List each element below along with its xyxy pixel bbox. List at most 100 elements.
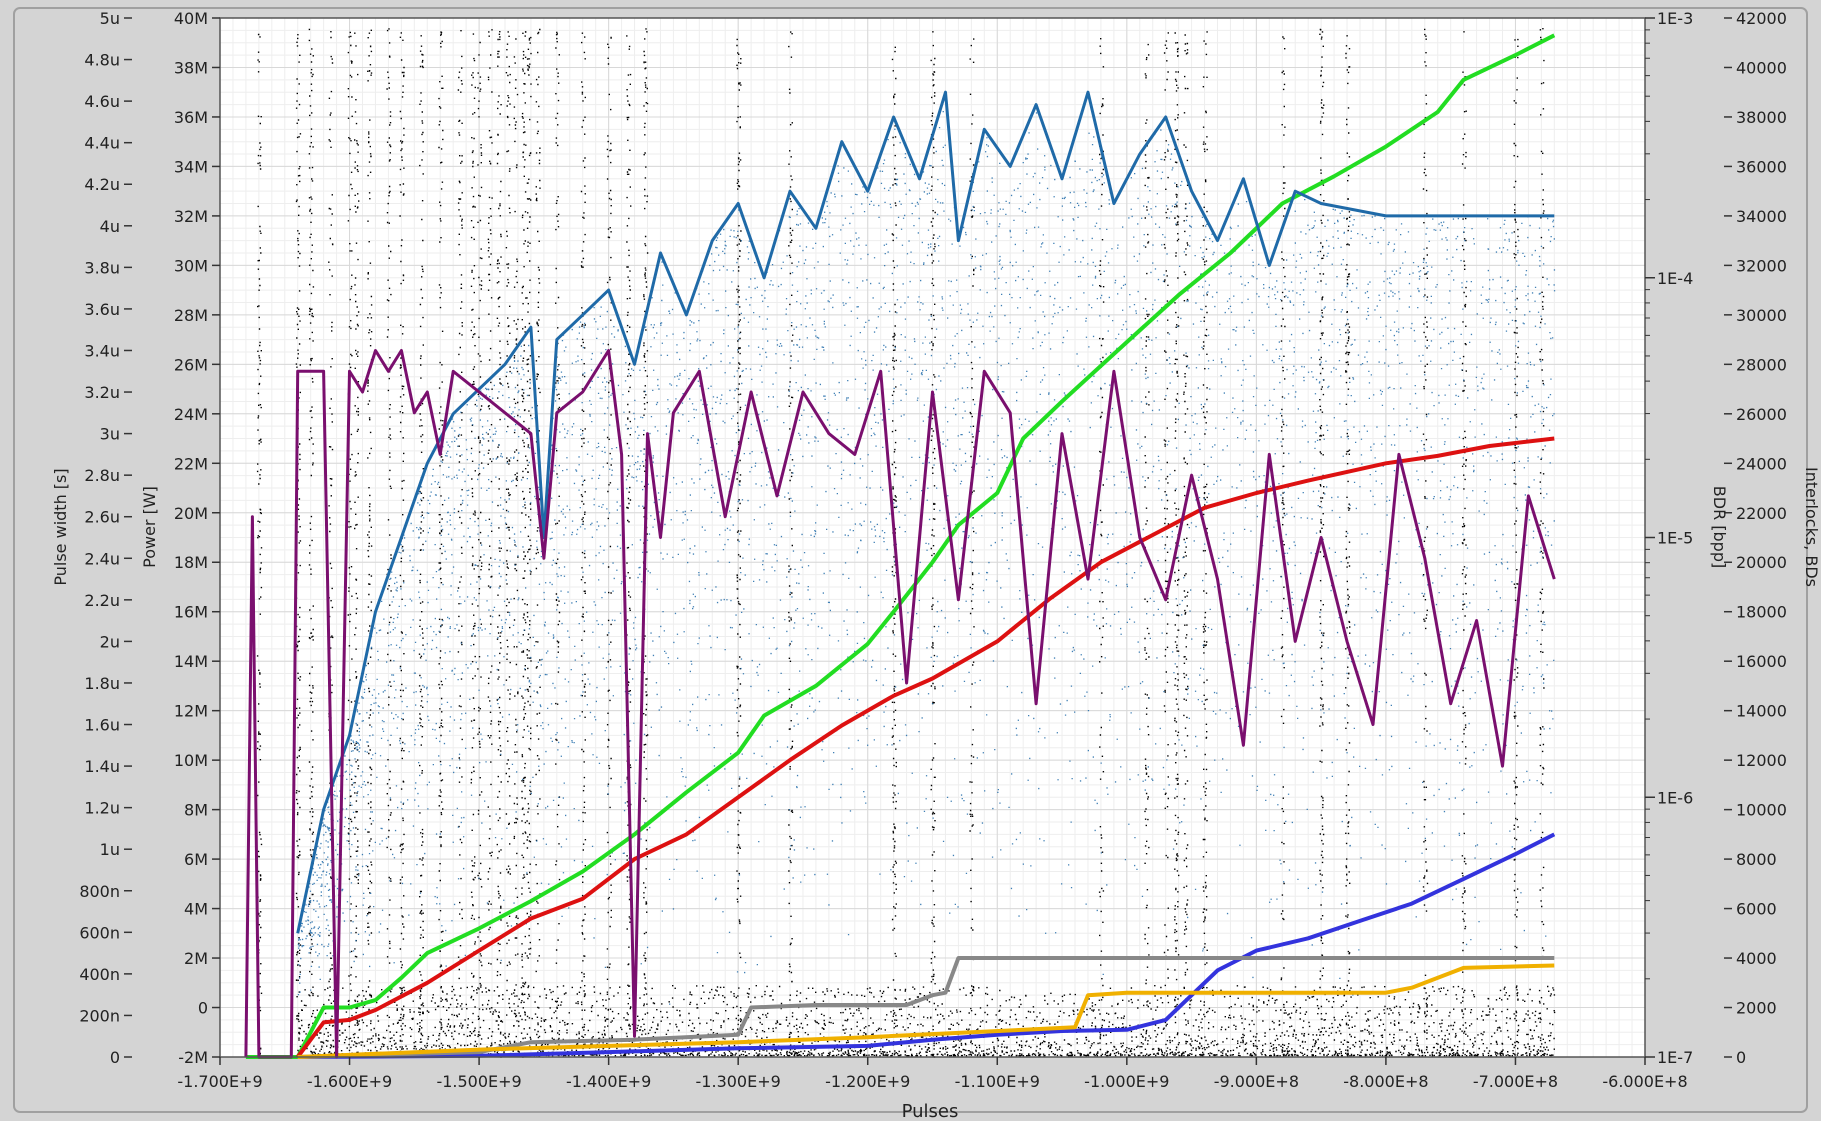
interlocks-tick-label: 14000 xyxy=(1736,702,1787,721)
x-tick-label: -1.400E+9 xyxy=(566,1072,651,1091)
power-tick-label: 16M xyxy=(174,603,208,622)
interlocks-tick-label: 24000 xyxy=(1736,454,1787,473)
interlocks-tick-label: 30000 xyxy=(1736,306,1787,325)
x-tick-label: -6.000E+8 xyxy=(1602,1072,1687,1091)
x-tick-label: -1.500E+9 xyxy=(436,1072,521,1091)
pulse-width-tick-label: 2.8u xyxy=(84,466,120,485)
x-axis-label: Pulses xyxy=(902,1101,959,1121)
x-tick-label: -1.100E+9 xyxy=(955,1072,1040,1091)
series-line-5 xyxy=(296,90,1555,934)
bdr-tick-label: 1E-6 xyxy=(1657,788,1693,807)
power-tick-label: 0 xyxy=(198,999,208,1018)
series-line-0 xyxy=(245,33,1556,1059)
pulse-width-tick-label: 2.4u xyxy=(84,549,120,568)
pulse-width-tick-label: 4.4u xyxy=(84,134,120,153)
bdr-axis-label: BDR [bpp] xyxy=(1710,486,1729,568)
power-tick-label: 26M xyxy=(174,355,208,374)
series-line-3 xyxy=(297,956,1555,1059)
power-tick-label: 14M xyxy=(174,652,208,671)
power-tick-label: 32M xyxy=(174,207,208,226)
x-tick-label: -1.700E+9 xyxy=(177,1072,262,1091)
interlocks-tick-label: 0 xyxy=(1736,1048,1746,1067)
pulse-width-tick-label: 1u xyxy=(100,840,120,859)
power-tick-label: 6M xyxy=(184,850,208,869)
pulse-width-tick-label: 5u xyxy=(100,9,120,28)
power-axis-label: Power [W] xyxy=(140,486,159,568)
power-tick-label: 8M xyxy=(184,801,208,820)
interlocks-tick-label: 2000 xyxy=(1736,999,1777,1018)
interlocks-tick-label: 34000 xyxy=(1736,207,1787,226)
interlocks-tick-label: 12000 xyxy=(1736,751,1787,770)
x-tick-label: -1.300E+9 xyxy=(696,1072,781,1091)
pulse-width-tick-label: 4.8u xyxy=(84,51,120,70)
interlocks-tick-label: 32000 xyxy=(1736,256,1787,275)
pulse-width-tick-label: 0 xyxy=(110,1048,120,1067)
pulse-width-tick-label: 4.2u xyxy=(84,175,120,194)
pulse-width-tick-label: 1.8u xyxy=(84,674,120,693)
x-tick-label: -7.000E+8 xyxy=(1473,1072,1558,1091)
power-tick-label: 40M xyxy=(174,9,208,28)
interlocks-tick-label: 20000 xyxy=(1736,553,1787,572)
pulse-width-tick-label: 4.6u xyxy=(84,92,120,111)
power-tick-label: 18M xyxy=(174,553,208,572)
x-tick-label: -1.600E+9 xyxy=(307,1072,392,1091)
pulse-width-tick-label: 2u xyxy=(100,632,120,651)
interlocks-tick-label: 4000 xyxy=(1736,949,1777,968)
interlocks-tick-label: 42000 xyxy=(1736,9,1787,28)
interlocks-tick-label: 26000 xyxy=(1736,405,1787,424)
power-tick-label: 20M xyxy=(174,504,208,523)
power-tick-label: 12M xyxy=(174,702,208,721)
bdr-tick-label: 1E-7 xyxy=(1657,1048,1693,1067)
bdr-tick-label: 1E-3 xyxy=(1657,9,1693,28)
power-tick-label: 30M xyxy=(174,256,208,275)
interlocks-tick-label: 28000 xyxy=(1736,355,1787,374)
power-tick-label: 34M xyxy=(174,157,208,176)
power-tick-label: 38M xyxy=(174,58,208,77)
series-line-4 xyxy=(297,963,1555,1059)
bdr-tick-label: 1E-5 xyxy=(1657,529,1693,548)
interlocks-tick-label: 6000 xyxy=(1736,900,1777,919)
interlocks-tick-label: 16000 xyxy=(1736,652,1787,671)
power-tick-label: 4M xyxy=(184,900,208,919)
pulse-width-tick-label: 3.4u xyxy=(84,341,120,360)
interlocks-tick-label: 22000 xyxy=(1736,504,1787,523)
pulse-width-tick-label: 4u xyxy=(100,217,120,236)
frame-border xyxy=(13,7,1808,1113)
x-tick-label: -8.000E+8 xyxy=(1343,1072,1428,1091)
power-tick-label: 24M xyxy=(174,405,208,424)
pulse-width-tick-label: 1.2u xyxy=(84,799,120,818)
x-tick-label: -9.000E+8 xyxy=(1214,1072,1299,1091)
bdr-tick-label: 1E-4 xyxy=(1657,269,1693,288)
pulse-width-tick-label: 3.6u xyxy=(84,300,120,319)
series-line-2 xyxy=(297,832,1556,1059)
scatter-power-points xyxy=(297,111,1556,1005)
pulse-width-tick-label: 1.4u xyxy=(84,757,120,776)
pulse-width-tick-label: 800n xyxy=(79,882,120,901)
interlocks-tick-label: 40000 xyxy=(1736,58,1787,77)
power-tick-label: 28M xyxy=(174,306,208,325)
power-tick-label: 10M xyxy=(174,751,208,770)
interlocks-axis-label: Interlocks, BDs xyxy=(1802,467,1821,587)
pulse-width-tick-label: 3.8u xyxy=(84,258,120,277)
power-tick-label: -2M xyxy=(178,1048,208,1067)
pulse-width-tick-label: 2.6u xyxy=(84,508,120,527)
pulse-width-tick-label: 600n xyxy=(79,923,120,942)
pulse-width-tick-label: 2.2u xyxy=(84,591,120,610)
series-line-1 xyxy=(296,436,1555,1059)
pulse-width-tick-label: 3.2u xyxy=(84,383,120,402)
x-tick-label: -1.000E+9 xyxy=(1084,1072,1169,1091)
pulse-width-tick-label: 1.6u xyxy=(84,716,120,735)
pulse-width-tick-label: 3u xyxy=(100,425,120,444)
series-line-6 xyxy=(244,349,1556,1059)
power-tick-label: 22M xyxy=(174,454,208,473)
interlocks-tick-label: 8000 xyxy=(1736,850,1777,869)
pulse-width-tick-label: 200n xyxy=(79,1006,120,1025)
interlocks-tick-label: 36000 xyxy=(1736,157,1787,176)
interlocks-tick-label: 38000 xyxy=(1736,108,1787,127)
pulse-width-tick-label: 400n xyxy=(79,965,120,984)
pulse-width-axis-label: Pulse width [s] xyxy=(51,468,70,585)
interlocks-tick-label: 18000 xyxy=(1736,603,1787,622)
power-tick-label: 2M xyxy=(184,949,208,968)
